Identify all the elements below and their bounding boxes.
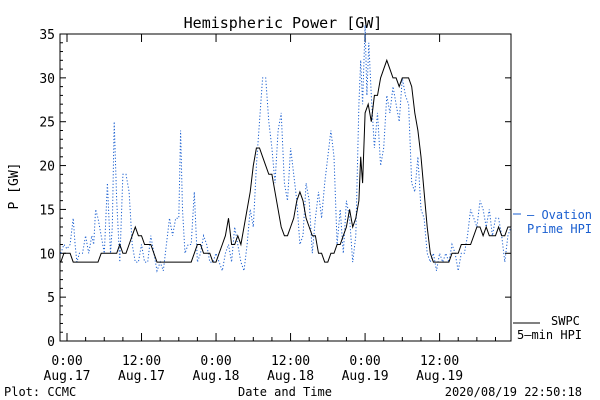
legend-ovation-line2: Prime HPI bbox=[527, 222, 592, 236]
series-layer bbox=[60, 25, 512, 273]
x-tick-label-date: Aug.19 bbox=[416, 369, 463, 384]
x-ticks: 0:00Aug.1712:00Aug.170:00Aug.1812:00Aug.… bbox=[44, 34, 496, 384]
y-tick-label: 10 bbox=[39, 247, 55, 262]
x-tick-label-time: 0:00 bbox=[51, 354, 82, 369]
x-tick-label-time: 12:00 bbox=[420, 354, 459, 369]
x-tick-label-time: 12:00 bbox=[271, 354, 310, 369]
x-tick-label-date: Aug.17 bbox=[118, 369, 165, 384]
x-tick-label-time: 12:00 bbox=[122, 354, 161, 369]
x-tick-label-date: Aug.19 bbox=[342, 369, 389, 384]
y-tick-label: 30 bbox=[39, 72, 55, 87]
y-tick-label: 0 bbox=[47, 335, 55, 350]
x-tick-label-date: Aug.18 bbox=[193, 369, 240, 384]
y-tick-label: 15 bbox=[39, 203, 55, 218]
plot-credit: Plot: CCMC bbox=[4, 385, 76, 399]
timestamp: 2020/08/19 22:50:18 bbox=[445, 385, 582, 399]
y-tick-label: 20 bbox=[39, 160, 55, 175]
y-tick-label: 25 bbox=[39, 116, 55, 131]
y-tick-label: 5 bbox=[47, 291, 55, 306]
legend-swpc-line1: SWPC bbox=[551, 314, 580, 328]
y-axis-label: P [GW] bbox=[7, 163, 22, 210]
legend-ovation-line1: – Ovation bbox=[527, 208, 592, 222]
y-tick-label: 35 bbox=[39, 28, 55, 43]
series-ovation-prime-hpi bbox=[60, 25, 512, 273]
plot-frame bbox=[59, 33, 512, 342]
y-ticks: 0 5 10 15 20 25 30 35 bbox=[39, 28, 511, 350]
series-swpc-5min-hpi bbox=[60, 58, 511, 263]
x-tick-label-date: Aug.18 bbox=[267, 369, 314, 384]
x-tick-label-date: Aug.17 bbox=[44, 369, 91, 384]
x-axis-label: Date and Time bbox=[238, 385, 332, 399]
x-tick-label-time: 0:00 bbox=[349, 354, 380, 369]
chart-title: Hemispheric Power [GW] bbox=[184, 14, 383, 32]
legend-swpc-line2: 5–min HPI bbox=[517, 328, 582, 342]
x-tick-label-time: 0:00 bbox=[200, 354, 231, 369]
